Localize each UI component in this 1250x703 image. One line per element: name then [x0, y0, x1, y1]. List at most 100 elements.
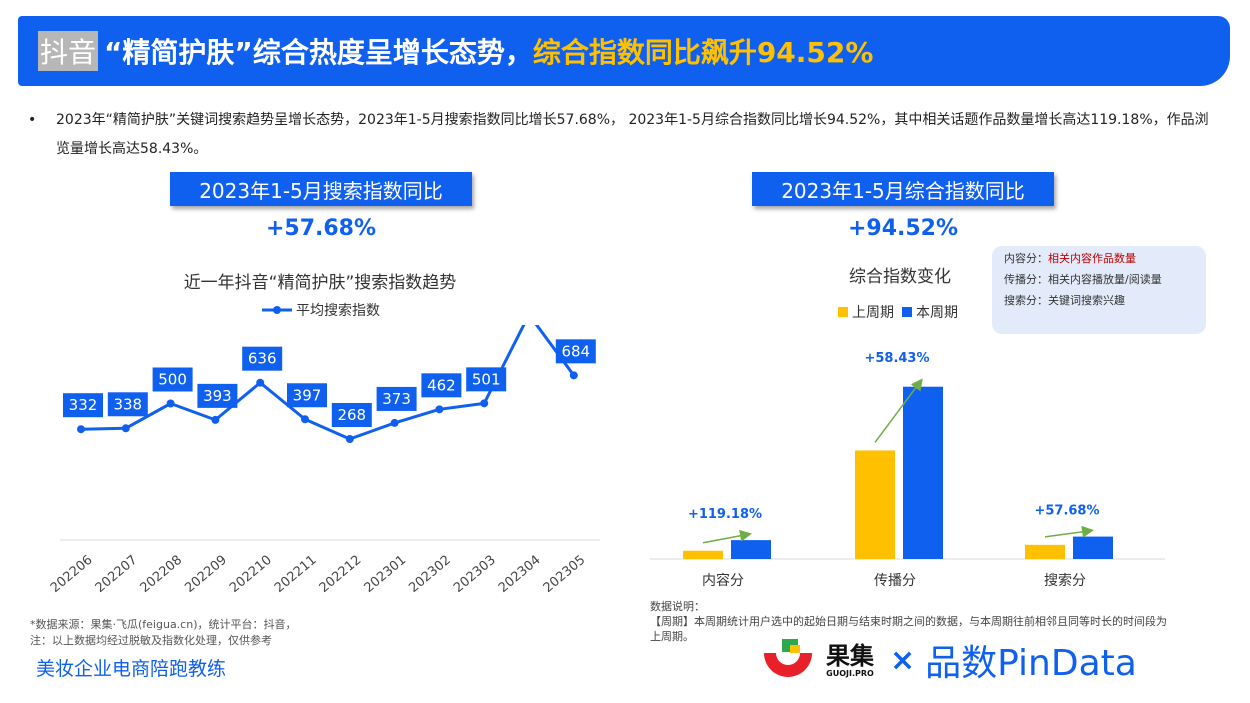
data-label-bg	[421, 373, 462, 398]
data-label-bg	[331, 402, 372, 427]
bar-prev	[683, 550, 723, 559]
line-chart-legend: 平均搜索指数	[262, 300, 380, 320]
collab-x: ×	[890, 642, 916, 678]
note-body: 【周期】本周期统计用户选中的起始日期与结束时期之间的数据，与本周期往前相邻且同等…	[650, 615, 1167, 643]
data-label-bg	[107, 392, 148, 417]
info-line-spread: 传播分：相关内容播放量/阅读量	[1004, 273, 1162, 286]
info-line-content: 内容分：相关内容作品数量	[1004, 248, 1194, 270]
left-box-title: 2023年1-5月搜索指数同比	[170, 172, 472, 206]
data-label: 462	[427, 376, 456, 394]
x-tick-label: 202303	[451, 553, 499, 596]
bar-curr	[903, 386, 943, 559]
summary-text: 2023年“精简护肤”关键词搜索趋势呈增长态势，2023年1-5月搜索指数同比增…	[56, 112, 1209, 157]
left-big-percent: +57.68%	[265, 216, 377, 241]
x-tick-label: 202206	[48, 553, 96, 596]
coach-label: 美妆企业电商陪跑教练	[36, 658, 227, 680]
data-point	[435, 405, 444, 414]
legend-prev-label: 上周期	[852, 305, 894, 321]
data-label-bg	[376, 386, 417, 411]
x-tick-label: 202212	[317, 553, 365, 596]
bar-curr	[731, 540, 771, 559]
platform-tag: 抖音	[38, 31, 99, 71]
bar-chart: +119.18% 内容分 +58.43% 传播分 +57.68% 搜索分	[650, 351, 1165, 589]
growth-arrow	[874, 378, 923, 443]
data-source: *数据来源：果集·飞瓜(feigua.cn)，统计平台：抖音， 注：以上数据均经…	[30, 617, 297, 649]
title-main: “精简护肤”综合热度呈增长态势，	[104, 36, 533, 69]
info-line-search: 搜索分：关键词搜索兴趣	[1004, 294, 1125, 307]
data-point	[211, 415, 220, 424]
data-point	[121, 424, 130, 433]
data-note: 数据说明： 【周期】本周期统计用户选中的起始日期与结束时期之间的数据，与本周期往…	[650, 599, 1170, 644]
data-label-bg	[287, 383, 327, 408]
data-label: 268	[337, 406, 366, 424]
data-point	[256, 378, 265, 387]
x-tick-label: 202304	[496, 553, 544, 596]
data-point	[301, 415, 309, 424]
data-label: 684	[561, 342, 590, 360]
growth-arrow	[1044, 525, 1094, 538]
bullet-dot: •	[28, 112, 37, 128]
x-tick-label: 202209	[182, 553, 230, 596]
x-tick-label: 202301	[362, 553, 410, 596]
data-label-bg	[152, 367, 193, 392]
line-chart-title: 近一年抖音“精简护肤”搜索指数趋势	[183, 273, 457, 293]
data-label-bg	[63, 393, 103, 418]
bar-chart-legend: 上周期 本周期	[838, 302, 958, 322]
bar-chart-title: 综合指数变化	[849, 267, 951, 287]
source-line-1: *数据来源：果集·飞瓜(feigua.cn)，统计平台：抖音，	[30, 618, 297, 631]
data-point	[77, 425, 85, 434]
x-tick-label: 202208	[138, 553, 186, 596]
x-tick-label: 202302	[406, 553, 454, 596]
data-label: 332	[69, 396, 98, 414]
metric-info-box: 内容分：相关内容作品数量 传播分：相关内容播放量/阅读量 搜索分：关键词搜索兴趣	[992, 246, 1206, 334]
title-highlight: 综合指数同比飙升94.52%	[532, 36, 874, 69]
growth-label: +57.68%	[1034, 504, 1099, 519]
data-label-bg	[197, 383, 238, 408]
guoji-logo-icon	[764, 639, 812, 677]
legend-swatch-prev	[838, 307, 848, 317]
data-label: 338	[113, 395, 142, 413]
category-label: 搜索分	[1044, 572, 1086, 589]
x-tick-label: 202305	[541, 553, 589, 596]
page-title: 抖音 “精简护肤”综合热度呈增长态势， 综合指数同比飙升94.52%	[38, 29, 873, 73]
legend-line-marker	[262, 306, 292, 314]
data-label: 636	[248, 350, 277, 368]
bar-prev	[1025, 544, 1065, 559]
data-label-bg	[242, 346, 283, 371]
pindata-brand: 品数PinData	[925, 643, 1137, 684]
data-point	[166, 399, 175, 408]
data-label: 373	[382, 390, 411, 408]
growth-arrow	[702, 529, 752, 544]
growth-label: +58.43%	[864, 351, 929, 366]
data-label: 500	[158, 371, 187, 389]
x-tick-label: 202211	[272, 553, 320, 596]
bar-curr	[1073, 536, 1113, 559]
bar-prev	[855, 450, 895, 559]
category-label: 传播分	[874, 573, 916, 589]
data-label: 397	[293, 386, 322, 404]
data-point	[569, 371, 578, 380]
data-label-bg	[555, 339, 596, 364]
data-label: 501	[472, 370, 501, 388]
brand-logos: 果集 GUOJI.PRO × 品数PinData	[760, 636, 1137, 684]
data-point	[390, 418, 399, 427]
right-box-title: 2023年1-5月综合指数同比	[752, 172, 1054, 206]
growth-label: +119.18%	[688, 507, 762, 522]
info-content-label: 内容分：	[1004, 252, 1048, 265]
right-big-percent: +94.52%	[847, 216, 959, 241]
x-tick-label: 202207	[93, 553, 141, 596]
legend-label: 平均搜索指数	[296, 303, 380, 319]
source-line-2: 注：以上数据均经过脱敏及指数化处理，仅供参考	[30, 634, 272, 647]
data-point	[480, 399, 489, 408]
data-label: 393	[203, 387, 232, 405]
data-point	[345, 434, 354, 443]
legend-curr-label: 本周期	[916, 305, 958, 321]
guoji-domain: GUOJI.PRO	[826, 668, 874, 678]
category-label: 内容分	[702, 572, 744, 589]
note-title: 数据说明：	[650, 600, 705, 613]
x-tick-label: 202210	[227, 553, 275, 596]
info-content-value: 相关内容作品数量	[1048, 252, 1136, 265]
legend-swatch-curr	[902, 307, 912, 317]
line-chart: 332 202206 338 202207 500 202208 393 202209 636 2…	[48, 325, 600, 596]
summary-paragraph: • 2023年“精简护肤”关键词搜索趋势呈增长态势，2023年1-5月搜索指数同…	[28, 106, 1218, 164]
